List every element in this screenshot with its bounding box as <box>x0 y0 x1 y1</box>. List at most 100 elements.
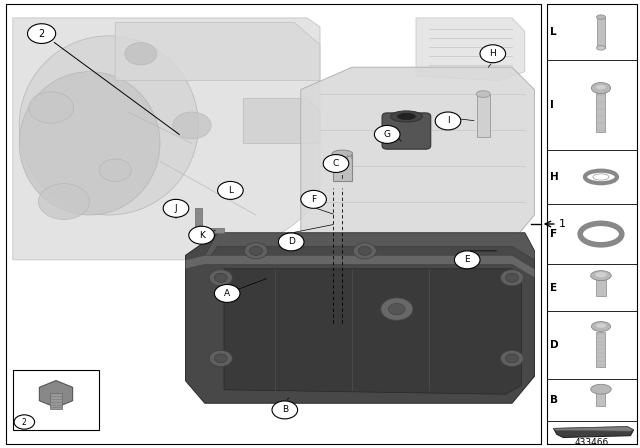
Text: 433466: 433466 <box>575 438 609 447</box>
Ellipse shape <box>397 113 415 120</box>
Circle shape <box>323 155 349 172</box>
Ellipse shape <box>19 36 198 215</box>
Circle shape <box>38 184 90 220</box>
FancyBboxPatch shape <box>596 94 605 132</box>
Circle shape <box>374 125 400 143</box>
Ellipse shape <box>591 384 611 394</box>
Text: E: E <box>550 283 557 293</box>
Ellipse shape <box>596 323 606 328</box>
Circle shape <box>250 246 262 255</box>
Polygon shape <box>243 99 320 143</box>
Polygon shape <box>554 426 634 437</box>
FancyBboxPatch shape <box>50 393 63 409</box>
FancyBboxPatch shape <box>195 208 202 233</box>
Circle shape <box>163 199 189 217</box>
Circle shape <box>29 92 74 123</box>
Circle shape <box>171 205 181 212</box>
Circle shape <box>353 243 376 259</box>
FancyBboxPatch shape <box>597 17 605 48</box>
Ellipse shape <box>19 72 160 215</box>
FancyBboxPatch shape <box>596 280 606 296</box>
Circle shape <box>278 233 304 251</box>
Polygon shape <box>186 233 534 403</box>
FancyBboxPatch shape <box>547 4 637 444</box>
FancyBboxPatch shape <box>596 393 605 406</box>
Text: D: D <box>288 237 294 246</box>
Circle shape <box>272 401 298 419</box>
Text: B: B <box>282 405 288 414</box>
Text: L: L <box>550 27 557 38</box>
Circle shape <box>28 24 56 43</box>
Circle shape <box>14 415 35 429</box>
FancyBboxPatch shape <box>13 370 99 430</box>
Circle shape <box>189 226 214 244</box>
Text: I: I <box>550 100 554 110</box>
Polygon shape <box>205 233 534 264</box>
Polygon shape <box>224 269 522 394</box>
Ellipse shape <box>591 271 611 280</box>
Text: 1: 1 <box>559 219 566 229</box>
Polygon shape <box>301 67 534 242</box>
Polygon shape <box>13 18 320 260</box>
Circle shape <box>209 270 232 286</box>
Polygon shape <box>416 18 525 81</box>
Text: K: K <box>198 231 205 240</box>
Circle shape <box>500 350 524 366</box>
Circle shape <box>214 354 227 363</box>
FancyBboxPatch shape <box>382 113 431 149</box>
Ellipse shape <box>596 15 605 19</box>
Ellipse shape <box>596 85 606 90</box>
Ellipse shape <box>593 174 609 180</box>
Text: C: C <box>333 159 339 168</box>
Text: G: G <box>384 130 390 139</box>
Circle shape <box>381 298 413 320</box>
Ellipse shape <box>589 229 612 239</box>
Circle shape <box>358 246 371 255</box>
FancyBboxPatch shape <box>596 332 605 367</box>
Polygon shape <box>554 426 634 431</box>
FancyBboxPatch shape <box>6 4 541 444</box>
Circle shape <box>173 112 211 139</box>
Text: D: D <box>550 340 559 350</box>
Text: H: H <box>550 172 559 182</box>
Text: I: I <box>447 116 449 125</box>
Ellipse shape <box>332 150 353 157</box>
Text: A: A <box>224 289 230 298</box>
Text: B: B <box>550 395 558 405</box>
Circle shape <box>214 273 227 282</box>
Circle shape <box>506 354 518 363</box>
Circle shape <box>500 270 524 286</box>
Text: 2: 2 <box>38 29 45 39</box>
Polygon shape <box>186 255 534 278</box>
Circle shape <box>99 159 131 181</box>
Ellipse shape <box>595 272 607 277</box>
Circle shape <box>209 350 232 366</box>
FancyBboxPatch shape <box>333 155 352 181</box>
Circle shape <box>301 190 326 208</box>
Text: F: F <box>550 229 557 239</box>
Circle shape <box>506 273 518 282</box>
Ellipse shape <box>591 82 611 94</box>
Circle shape <box>218 181 243 199</box>
FancyBboxPatch shape <box>477 94 490 137</box>
Circle shape <box>164 200 188 216</box>
FancyBboxPatch shape <box>195 228 224 233</box>
Ellipse shape <box>390 111 422 122</box>
Text: E: E <box>465 255 470 264</box>
Circle shape <box>480 45 506 63</box>
Circle shape <box>125 43 157 65</box>
Text: 2: 2 <box>22 418 27 426</box>
Ellipse shape <box>591 322 611 332</box>
Ellipse shape <box>476 90 490 97</box>
Circle shape <box>454 251 480 269</box>
Ellipse shape <box>596 46 605 50</box>
Circle shape <box>435 112 461 130</box>
Text: J: J <box>175 204 177 213</box>
Circle shape <box>388 303 405 315</box>
Circle shape <box>244 243 268 259</box>
Text: H: H <box>490 49 496 58</box>
Polygon shape <box>115 22 320 81</box>
Text: F: F <box>311 195 316 204</box>
Text: L: L <box>228 186 233 195</box>
Circle shape <box>214 284 240 302</box>
